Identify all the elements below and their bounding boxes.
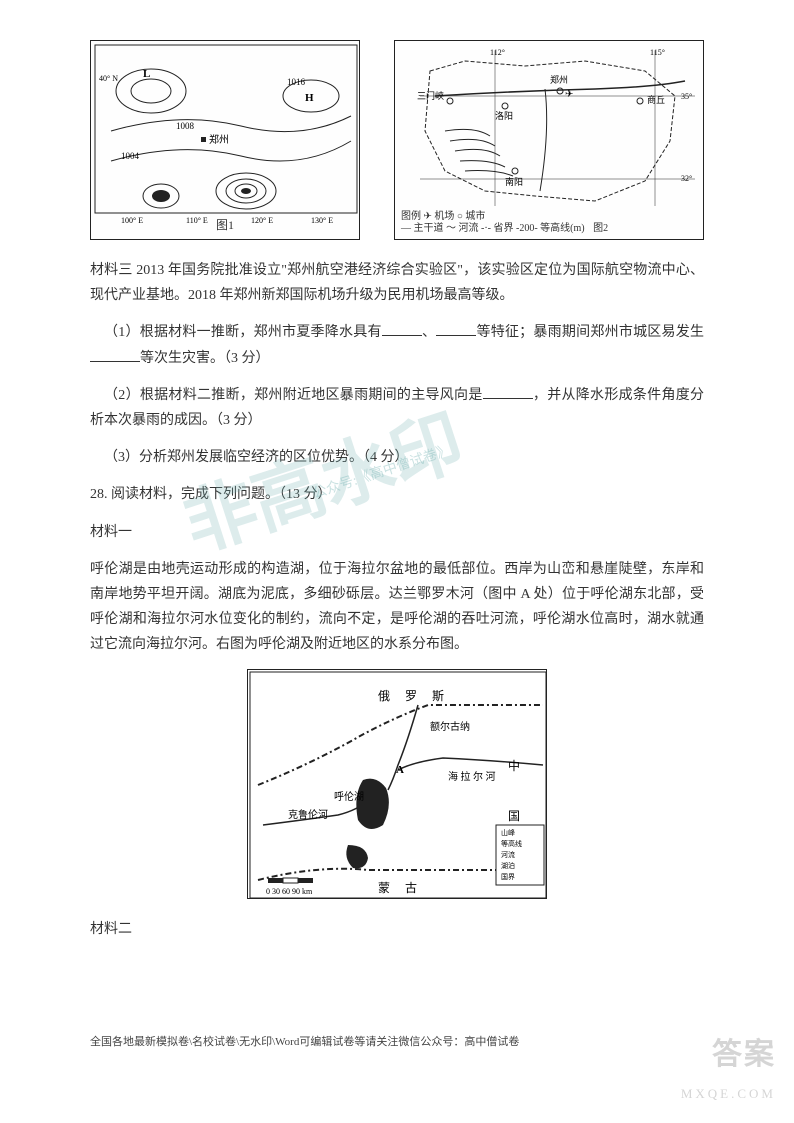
country-china-1: 中 bbox=[508, 758, 520, 773]
material-2-label: 材料二 bbox=[90, 917, 704, 942]
city-zhengzhou2: 郑州 bbox=[550, 74, 568, 85]
blank-3[interactable] bbox=[90, 348, 140, 362]
isobar-1008: 1008 bbox=[176, 121, 195, 131]
label-H: H bbox=[305, 92, 314, 104]
svg-text:✈: ✈ bbox=[565, 89, 573, 100]
weather-map-svg: L 1004 1008 H 1016 郑州 40° N 100° E 110° … bbox=[91, 41, 360, 240]
city-zhengzhou: 郑州 bbox=[209, 133, 229, 146]
lon-130: 130° E bbox=[311, 216, 333, 225]
lon-100: 100° E bbox=[121, 216, 143, 225]
river-kelulun: 克鲁伦河 bbox=[288, 808, 328, 821]
q1-mid1: 、 bbox=[422, 325, 436, 340]
q1-prefix: （1）根据材料一推断，郑州市夏季降水具有 bbox=[104, 325, 382, 340]
question-2: （2）根据材料二推断，郑州附近地区暴雨期间的主导风向是，并从降水形成条件角度分析… bbox=[90, 383, 704, 433]
legend-contour: -200- 等高线(m) bbox=[516, 223, 585, 234]
legend-border: 国界 bbox=[501, 873, 515, 881]
lon-110: 110° E bbox=[186, 216, 208, 225]
question-1: （1）根据材料一推断，郑州市夏季降水具有 、 等特征；暴雨期间郑州市城区易发生等次生… bbox=[90, 320, 704, 370]
corner-small: MXQE.COM bbox=[681, 1082, 776, 1105]
legend-river: 河流 bbox=[501, 850, 515, 859]
country-china-2: 国 bbox=[508, 809, 520, 823]
point-A: A bbox=[396, 764, 404, 776]
blank-2[interactable] bbox=[436, 322, 476, 336]
legend-title: 图例 bbox=[401, 211, 421, 222]
lon-112: 112° bbox=[490, 48, 505, 57]
city-nanyang: 南阳 bbox=[505, 176, 523, 187]
river-hailaer: 海 拉 尔 河 bbox=[448, 770, 496, 783]
legend-lake: 湖泊 bbox=[501, 861, 515, 870]
figure2-caption: 图2 bbox=[593, 223, 608, 234]
city-luoyang: 洛阳 bbox=[495, 110, 513, 121]
material-3: 材料三 2013 年国务院批准设立"郑州航空港经济综合实验区"，该实验区定位为国… bbox=[90, 258, 704, 308]
q1-mid2: 等特征；暴雨期间郑州市城区易发生 bbox=[476, 325, 704, 340]
country-mongolia: 蒙 古 bbox=[378, 880, 423, 895]
blank-1[interactable] bbox=[382, 322, 422, 336]
city-shangqiu: 商丘 bbox=[647, 94, 665, 105]
hulun-map: 俄 罗 斯 中 国 蒙 古 额尔古纳 海 拉 尔 河 克鲁伦河 呼伦湖 A 0 … bbox=[247, 669, 547, 899]
legend-contour: 等高线 bbox=[501, 839, 522, 848]
figure2-legend: 图例 ✈ 机场 ○ 城市 — 主干道 ～ 河流 -·- 省界 -200- 等高线… bbox=[401, 211, 608, 235]
legend-peak: 山峰 bbox=[501, 828, 515, 837]
river-eerguna: 额尔古纳 bbox=[430, 720, 470, 733]
figure1-caption: 图1 bbox=[216, 215, 234, 237]
q1-suffix: 等次生灾害。（3 分） bbox=[140, 351, 270, 366]
lon-115: 115° bbox=[650, 48, 665, 57]
hulun-map-svg: 俄 罗 斯 中 国 蒙 古 额尔古纳 海 拉 尔 河 克鲁伦河 呼伦湖 A 0 … bbox=[248, 670, 547, 899]
legend-city: ○ 城市 bbox=[457, 211, 486, 222]
isobar-1004: 1004 bbox=[121, 151, 140, 161]
material-1-label: 材料一 bbox=[90, 520, 704, 545]
q2-prefix: （2）根据材料二推断，郑州附近地区暴雨期间的主导风向是 bbox=[104, 388, 483, 403]
country-russia: 俄 罗 斯 bbox=[378, 689, 450, 703]
lat-40n: 40° N bbox=[99, 74, 118, 83]
footer-text: 全国各地最新模拟卷\名校试卷\无水印\Word可编辑试卷等请关注微信公众号：高中… bbox=[90, 1033, 519, 1053]
isobar-1016: 1016 bbox=[287, 77, 306, 87]
corner-logo: 答案 MXQE.COM bbox=[681, 1028, 776, 1105]
question-3: （3）分析郑州发展临空经济的区位优势。（4 分） bbox=[90, 445, 704, 470]
label-L: L bbox=[143, 68, 150, 80]
material-1-body: 呼伦湖是由地壳运动形成的构造湖，位于海拉尔盆地的最低部位。西岸为山峦和悬崖陡壁，… bbox=[90, 557, 704, 658]
blank-4[interactable] bbox=[483, 385, 533, 399]
legend-airport: ✈ 机场 bbox=[424, 211, 455, 222]
lat-32: 32° bbox=[681, 174, 692, 183]
lat-35: 35° bbox=[681, 92, 692, 101]
legend-road: — 主干道 bbox=[401, 223, 444, 234]
figure-1: L 1004 1008 H 1016 郑州 40° N 100° E 110° … bbox=[90, 40, 360, 240]
legend-river: ～ 河流 bbox=[446, 223, 479, 234]
figure-row: L 1004 1008 H 1016 郑州 40° N 100° E 110° … bbox=[90, 40, 704, 240]
map-scale: 0 30 60 90 km bbox=[266, 887, 313, 896]
lon-120: 120° E bbox=[251, 216, 273, 225]
corner-big: 答案 bbox=[681, 1028, 776, 1082]
figure-2: 三门峡 洛阳 郑州 ✈ 商丘 南阳 112° 115° 35° 32° 图例 ✈… bbox=[394, 40, 704, 240]
city-sanmenxia: 三门峡 bbox=[417, 90, 444, 101]
lake-hulun: 呼伦湖 bbox=[334, 790, 364, 803]
legend-border: -·- 省界 bbox=[481, 223, 514, 234]
question-28-title: 28. 阅读材料，完成下列问题。（13 分） bbox=[90, 482, 704, 507]
